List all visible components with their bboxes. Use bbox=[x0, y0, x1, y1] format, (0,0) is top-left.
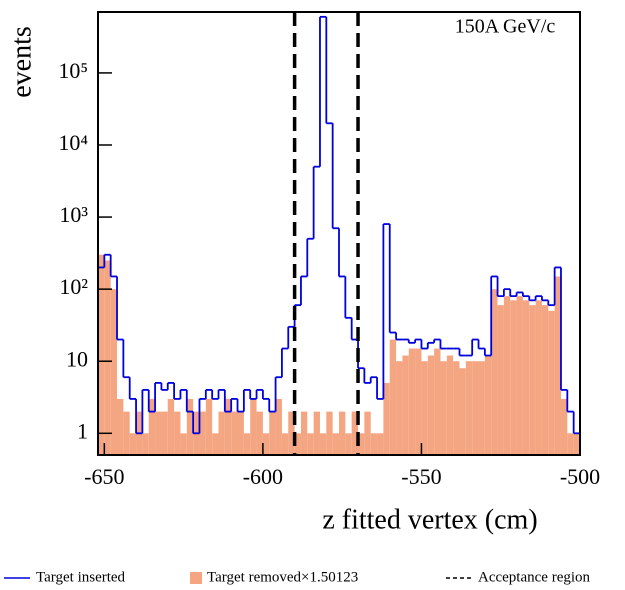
bar bbox=[345, 433, 352, 455]
bar bbox=[560, 398, 568, 455]
bar bbox=[383, 382, 390, 455]
bar bbox=[446, 355, 454, 455]
bar bbox=[453, 361, 460, 455]
bar bbox=[522, 300, 530, 455]
bar bbox=[535, 300, 542, 455]
bar bbox=[326, 411, 333, 455]
bar bbox=[459, 368, 466, 455]
x-tick-label: -650 bbox=[84, 464, 124, 489]
legend-label: Target inserted bbox=[36, 569, 126, 585]
x-tick-label: -500 bbox=[560, 464, 600, 489]
bar bbox=[250, 398, 257, 455]
bar bbox=[155, 411, 162, 455]
bar bbox=[212, 433, 219, 455]
bar bbox=[288, 411, 295, 455]
plot-frame bbox=[97, 11, 581, 456]
bar bbox=[231, 411, 238, 455]
legend-swatch bbox=[190, 572, 202, 584]
bar bbox=[427, 355, 435, 455]
bar bbox=[339, 411, 346, 455]
bar bbox=[415, 348, 422, 455]
bar bbox=[224, 398, 232, 455]
bar bbox=[567, 433, 574, 455]
bar bbox=[389, 339, 397, 455]
bar bbox=[402, 355, 409, 455]
bar bbox=[484, 355, 492, 455]
bar bbox=[218, 411, 225, 455]
bar bbox=[110, 289, 118, 455]
bar bbox=[472, 361, 479, 455]
bar bbox=[129, 433, 137, 455]
y-tick-label: 1 bbox=[77, 418, 88, 443]
y-tick-label: 10 bbox=[66, 346, 88, 371]
bar bbox=[104, 260, 111, 455]
bar bbox=[554, 276, 561, 455]
bar bbox=[313, 411, 320, 455]
bar bbox=[491, 289, 498, 455]
bar bbox=[199, 411, 206, 455]
series-step bbox=[98, 15, 580, 435]
bar bbox=[281, 433, 289, 455]
bar bbox=[180, 433, 187, 455]
y-axis-label: events bbox=[6, 26, 37, 98]
bar bbox=[440, 361, 447, 455]
bar bbox=[148, 398, 156, 455]
bar bbox=[516, 296, 523, 455]
bar bbox=[98, 254, 105, 455]
bar bbox=[573, 433, 580, 455]
bar bbox=[256, 411, 263, 455]
y-tick-label: 10⁴ bbox=[58, 130, 88, 155]
bar bbox=[465, 361, 473, 455]
legend-label: Acceptance region bbox=[478, 569, 591, 585]
bar bbox=[351, 411, 359, 455]
bar bbox=[186, 398, 194, 455]
bar bbox=[319, 433, 327, 455]
y-tick-label: 10² bbox=[59, 274, 88, 299]
bar bbox=[269, 411, 276, 455]
bar bbox=[434, 348, 441, 455]
bar bbox=[478, 361, 485, 455]
bar bbox=[364, 411, 371, 455]
bar bbox=[497, 305, 504, 455]
bar bbox=[421, 361, 428, 455]
bar bbox=[377, 433, 384, 455]
bar bbox=[332, 433, 339, 455]
bar bbox=[510, 300, 517, 455]
annotation: 150A GeV/c bbox=[455, 16, 556, 38]
legend-label: Target removed×1.50123 bbox=[207, 569, 358, 585]
y-tick-label: 10³ bbox=[59, 202, 88, 227]
bar bbox=[117, 398, 124, 455]
x-axis-label: z fitted vertex (cm) bbox=[322, 504, 537, 535]
y-tick-label: 10⁵ bbox=[58, 58, 88, 83]
bar bbox=[243, 433, 251, 455]
bar bbox=[358, 433, 365, 455]
x-tick-label: -600 bbox=[243, 464, 283, 489]
bar bbox=[503, 296, 511, 455]
bar bbox=[300, 411, 308, 455]
bar bbox=[262, 433, 270, 455]
bar bbox=[307, 433, 314, 455]
bar bbox=[396, 361, 403, 455]
bar bbox=[161, 411, 168, 455]
bar bbox=[370, 433, 378, 455]
bar bbox=[167, 398, 175, 455]
bar bbox=[275, 398, 282, 455]
bar bbox=[205, 398, 213, 455]
bar bbox=[174, 411, 181, 455]
bar bbox=[142, 433, 149, 455]
series-filled bbox=[98, 254, 580, 455]
bar bbox=[123, 411, 130, 455]
x-tick-label: -550 bbox=[401, 464, 441, 489]
bar bbox=[237, 411, 244, 455]
bar bbox=[408, 348, 416, 455]
bar bbox=[541, 305, 549, 455]
bar bbox=[529, 305, 536, 455]
bar bbox=[294, 433, 301, 455]
bar bbox=[548, 310, 555, 455]
